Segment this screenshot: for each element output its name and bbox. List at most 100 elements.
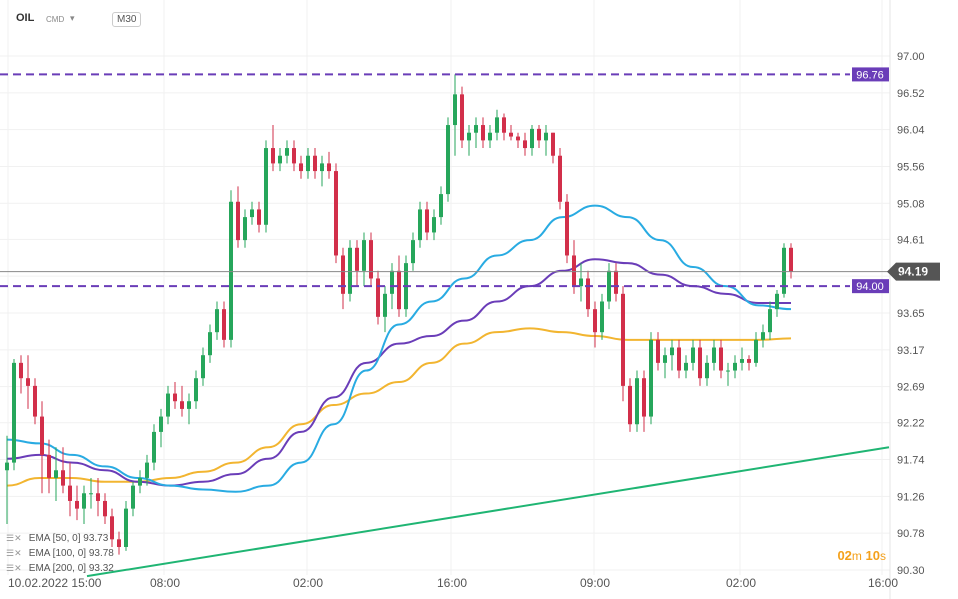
candle (544, 125, 548, 156)
candle (215, 301, 219, 340)
candle-body (47, 454, 51, 478)
candle (166, 385, 170, 425)
candle-body (453, 94, 457, 126)
candle (89, 477, 93, 509)
candle (789, 243, 793, 279)
y-tick-label: 92.69 (897, 382, 925, 394)
candle (453, 74, 457, 156)
candle (579, 263, 583, 302)
candle (747, 355, 751, 371)
x-tick-label: 02:00 (293, 576, 323, 590)
indicator-ema100[interactable]: ☰✕ EMA [100, 0] 93.78 (6, 548, 114, 559)
candle-body (124, 508, 128, 547)
candle (33, 378, 37, 425)
indicator-ema200[interactable]: ☰✕ EMA [200, 0] 93.32 (6, 563, 114, 574)
candle (320, 155, 324, 187)
ema50-line (6, 204, 792, 493)
candle-body (565, 201, 569, 256)
candle-body (61, 470, 65, 486)
x-tick-label: 09:00 (580, 576, 610, 590)
candle-body (334, 171, 338, 256)
candle (383, 286, 387, 333)
indicator-label: EMA [200, 0] (28, 563, 87, 574)
indicator-menu-icon[interactable]: ☰✕ (6, 548, 22, 558)
candle-body (425, 209, 429, 233)
candle (208, 324, 212, 363)
candle-body (117, 539, 121, 547)
candle-body (397, 270, 401, 310)
candle (495, 109, 499, 141)
symbol-label[interactable]: OIL (16, 12, 35, 24)
candle (565, 194, 569, 264)
candle (96, 477, 100, 517)
candle-body (663, 355, 667, 363)
candle-body (383, 293, 387, 317)
candle-body (145, 462, 149, 478)
candle-body (537, 128, 541, 141)
chevron-down-icon[interactable]: ▾ (70, 13, 75, 23)
candle-body (726, 370, 730, 372)
candle-body (89, 493, 93, 495)
candle-body (670, 347, 674, 356)
candle (684, 355, 688, 379)
x-axis: 10.02.2022 15:00 08:00 02:00 16:00 09:00 02:0… (8, 576, 898, 590)
candle-body (621, 293, 625, 386)
candle-body (208, 332, 212, 356)
candle (439, 186, 443, 225)
indicator-menu-icon[interactable]: ☰✕ (6, 533, 22, 543)
candle-body (96, 493, 100, 501)
candle (523, 132, 527, 156)
candle (782, 243, 786, 298)
candle (306, 148, 310, 179)
indicator-value: 93.73 (83, 533, 109, 544)
y-tick-label: 97.00 (897, 51, 925, 63)
candle-body (285, 148, 289, 156)
candle-body (439, 194, 443, 218)
candle-body (418, 209, 422, 241)
candle (54, 447, 58, 501)
ema100-line (6, 258, 791, 487)
candle (698, 339, 702, 386)
price-lines[interactable]: 96.76 94.00 94.19 (0, 67, 940, 294)
timeframe-button[interactable]: M30 (112, 12, 142, 27)
candle (145, 454, 149, 486)
candle-body (551, 132, 555, 156)
candle-body (341, 255, 345, 294)
candle (236, 186, 240, 248)
x-tick-label: 16:00 (437, 576, 467, 590)
candle (187, 393, 191, 425)
trendline[interactable] (86, 446, 890, 578)
candle (250, 201, 254, 225)
candle (159, 408, 163, 448)
candle-body (635, 378, 639, 425)
candle (313, 148, 317, 179)
y-tick-label: 91.26 (897, 491, 925, 503)
candle (369, 232, 373, 287)
candle-body (719, 347, 723, 371)
candle-body (502, 117, 506, 133)
candle-body (614, 270, 618, 294)
candle-body (327, 163, 331, 172)
candle (82, 485, 86, 524)
candle (152, 424, 156, 471)
candle-body (369, 240, 373, 279)
candle-body (5, 462, 9, 471)
candle-body (131, 485, 135, 509)
candle-body (173, 393, 177, 402)
candle-body (362, 240, 366, 271)
candle (397, 255, 401, 317)
indicator-ema50[interactable]: ☰✕ EMA [50, 0] 93.73 (6, 533, 108, 544)
candle-body (320, 163, 324, 172)
candle-body (782, 247, 786, 294)
candle-body (656, 339, 660, 363)
candle-body (166, 393, 170, 417)
x-tick-label: 08:00 (150, 576, 180, 590)
candle-body (733, 362, 737, 371)
candle (257, 201, 261, 233)
candle (12, 359, 16, 471)
candle-body (236, 201, 240, 241)
y-tick-label: 92.22 (897, 418, 925, 430)
indicator-menu-icon[interactable]: ☰✕ (6, 563, 22, 573)
candle-body (292, 148, 296, 164)
